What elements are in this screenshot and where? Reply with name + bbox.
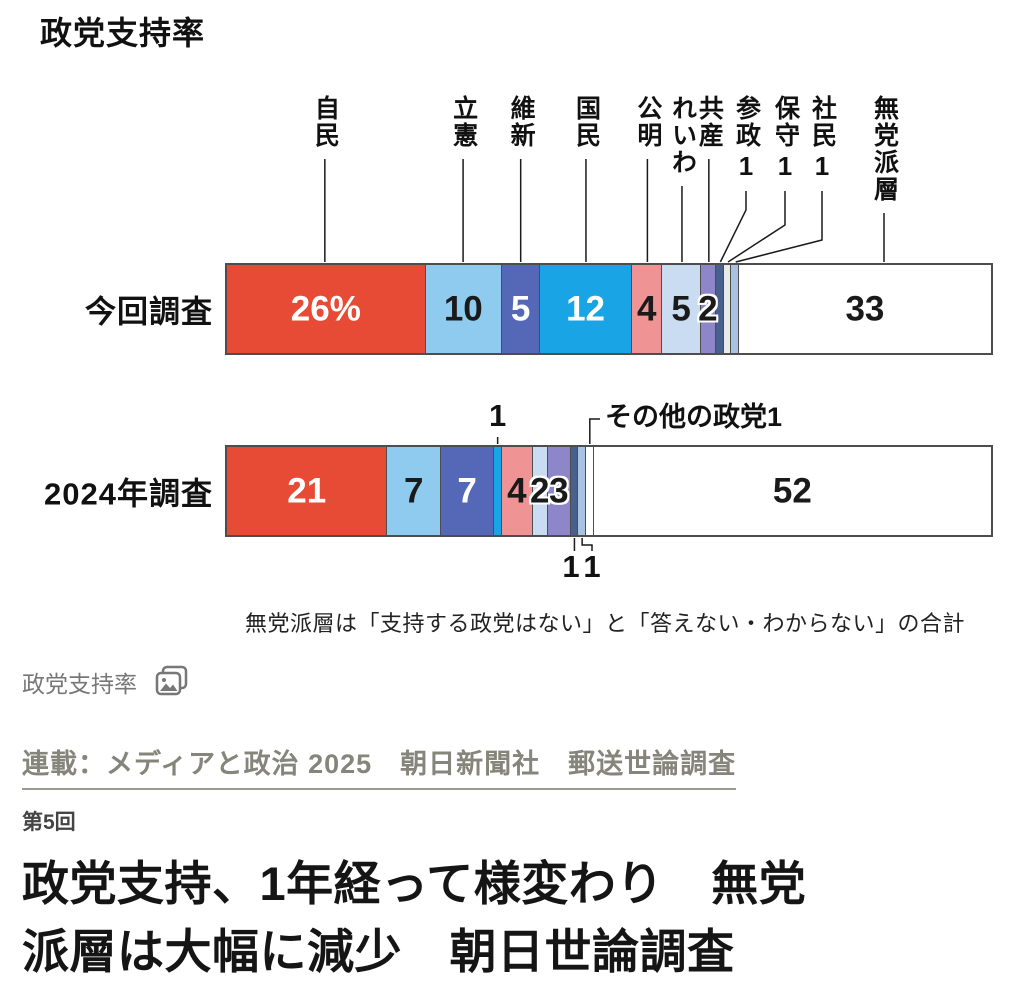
- headline-line-1: 政党支持、1年経って様変わり 無党: [22, 857, 807, 910]
- segment-value-ldp: 26%: [290, 289, 361, 329]
- bar-segment-dpp: [494, 447, 503, 535]
- party-label-jcp: 共産: [695, 95, 724, 149]
- bar-segment-sanseito: [715, 265, 724, 353]
- segment-value-komeito: 4: [507, 471, 527, 511]
- image-caption-row: 政党支持率: [22, 664, 189, 700]
- segment-value-jcp: 3: [549, 471, 569, 511]
- bar-segment-sdp: [731, 265, 739, 353]
- article-headline: 政党支持、1年経って様変わり 無党 派層は大幅に減少 朝日世論調査: [22, 850, 806, 986]
- segment-value-jcp: 2: [698, 289, 718, 329]
- segment-value-ldp: 21: [287, 471, 327, 511]
- row-label-2024: 2024年調査: [44, 476, 213, 512]
- bar-segment-reiwa: 5: [662, 265, 701, 353]
- bar-segment-jcp: 2: [698, 265, 718, 353]
- annotation-value-sdp: 1: [583, 549, 601, 584]
- episode-label: 第5回: [22, 811, 76, 834]
- bar-segment-ishin: 5: [502, 265, 541, 353]
- segment-value-reiwa: 5: [671, 289, 691, 329]
- segment-value-cdp: 7: [403, 471, 424, 511]
- bar-segment-cdp: 7: [387, 447, 441, 535]
- bar-segment-ldp: 26%: [227, 265, 426, 353]
- row-label-current: 今回調査: [85, 294, 213, 330]
- party-label-dpp: 国民: [572, 95, 601, 149]
- segment-value-reiwa: 2: [529, 471, 550, 511]
- party-label-ldp: 自民: [311, 95, 340, 149]
- segment-value-ishin: 5: [510, 289, 531, 329]
- bar-segment-reiwa: 2: [529, 447, 550, 535]
- annotation-value-dpp: 1: [489, 398, 507, 433]
- chart-footnote: 無党派層は「支持する政党はない」と「答えない・わからない」の合計: [245, 611, 966, 636]
- bar-segment-cdp: 10: [425, 265, 503, 353]
- party-label-cdp: 立憲: [449, 95, 478, 149]
- images-icon[interactable]: [153, 664, 189, 700]
- image-caption: 政党支持率: [22, 671, 137, 697]
- segment-value-cdp: 10: [443, 289, 483, 329]
- bar-segment-hoshu: [723, 265, 732, 353]
- party-value-hoshu: 1: [777, 151, 793, 181]
- bar-current-survey: 26% 10 5 12 4 5 2 33: [225, 263, 993, 355]
- bar-segment-jcp: 3: [547, 447, 571, 535]
- annotation-label-other-parties: その他の政党1: [605, 402, 783, 432]
- party-label-komeito: 公明: [633, 95, 662, 149]
- party-label-ishin: 維新: [507, 95, 536, 149]
- series-link[interactable]: 連載：メディアと政治 2025 朝日新聞社 郵送世論調査: [22, 742, 737, 790]
- bar-segment-komeito: 4: [631, 265, 663, 353]
- bar-segment-dpp: 12: [540, 265, 632, 353]
- segment-value-ishin: 7: [457, 471, 477, 511]
- party-label-sdp: 社民: [808, 95, 837, 149]
- bar-segment-komeito: 4: [502, 447, 533, 535]
- party-support-chart: 今回調査 2024年調査 26% 10 5 12 4 5 2 33 21 7 7 4 2 3 52 自民 立憲 維新国…: [44, 95, 993, 584]
- bar-segment-sanseito: [570, 447, 579, 535]
- bar-segment-independent: 52: [593, 447, 991, 535]
- bar-2024-survey: 21 7 7 4 2 3 52: [225, 445, 993, 537]
- party-label-hoshu: 保守: [771, 95, 800, 149]
- bar-segment-sdp: [578, 447, 587, 535]
- bar-segment-ldp: 21: [227, 447, 388, 535]
- party-label-sanseito: 参政: [732, 95, 761, 149]
- leader-lines: [324, 159, 885, 551]
- segment-value-independent: 52: [772, 471, 812, 511]
- segment-value-komeito: 4: [636, 289, 657, 329]
- bar-segment-other-parties: [586, 447, 594, 535]
- party-value-sanseito: 1: [738, 151, 754, 181]
- chart-title: 政党支持率: [40, 15, 206, 51]
- segment-value-independent: 33: [845, 289, 885, 329]
- party-label-reiwa: れいわ: [668, 95, 697, 176]
- annotation-value-sanseito: 1: [562, 549, 580, 584]
- bar-segment-independent: 33: [738, 265, 991, 353]
- party-value-sdp: 1: [814, 151, 830, 181]
- bar-segment-ishin: 7: [440, 447, 495, 535]
- headline-line-2: 派層は大幅に減少 朝日世論調査: [22, 925, 735, 978]
- segment-value-dpp: 12: [566, 289, 606, 329]
- party-label-independent: 無党派層: [870, 95, 899, 203]
